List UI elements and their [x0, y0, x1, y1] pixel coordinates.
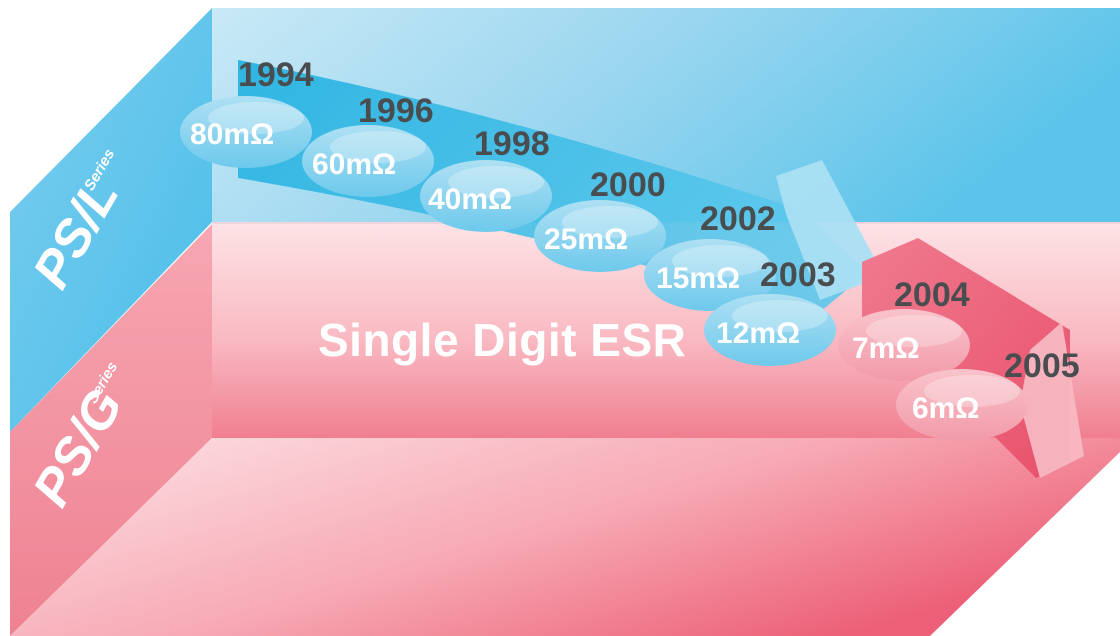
- psl-step-left-face: [10, 8, 212, 432]
- milestone-disc-highlight: [672, 245, 768, 277]
- milestone-disc: [644, 239, 776, 311]
- milestone-disc: [896, 369, 1028, 441]
- milestone-year: 2003: [760, 256, 836, 294]
- milestone-esr-value: 60mΩ: [312, 148, 396, 181]
- milestone-disc-highlight: [208, 102, 304, 134]
- psg-step-floor: [10, 438, 1120, 636]
- milestone-esr-value: 40mΩ: [428, 183, 512, 216]
- milestone-disc-highlight: [562, 206, 658, 238]
- milestone-1994: 80mΩ 1994: [180, 56, 314, 168]
- milestone-disc: [704, 294, 836, 366]
- milestone-year: 1998: [474, 125, 550, 163]
- milestone-2004: 7mΩ 2004: [838, 276, 970, 381]
- milestone-2000: 25mΩ 2000: [534, 166, 666, 272]
- milestone-year: 2004: [894, 276, 970, 314]
- milestone-2003: 12mΩ 2003: [704, 256, 836, 366]
- milestone-disc: [180, 96, 312, 168]
- milestone-esr-value: 6mΩ: [912, 392, 979, 425]
- milestone-2005: 6mΩ 2005: [896, 347, 1080, 441]
- milestone-disc: [838, 309, 970, 381]
- milestone-disc-highlight: [448, 166, 544, 198]
- milestone-year: 2002: [700, 200, 776, 238]
- psg-step-left-face: [10, 224, 212, 636]
- milestone-year: 2005: [1004, 347, 1080, 385]
- milestone-year: 2000: [590, 166, 666, 204]
- milestone-disc: [302, 125, 434, 197]
- milestone-disc-highlight: [732, 300, 828, 332]
- milestone-disc: [420, 160, 552, 232]
- single-digit-esr-banner: Single Digit ESR: [318, 314, 686, 366]
- milestone-esr-value: 80mΩ: [190, 118, 274, 151]
- milestone-disc-highlight: [924, 375, 1020, 407]
- milestone-esr-value: 25mΩ: [544, 223, 628, 256]
- milestone-esr-value: 7mΩ: [852, 332, 919, 365]
- milestone-disc-highlight: [866, 315, 962, 347]
- milestone-esr-value: 15mΩ: [656, 262, 740, 295]
- milestone-disc: [534, 200, 666, 272]
- psg-arrowhead: [1020, 322, 1084, 478]
- milestone-2002: 15mΩ 2002: [644, 200, 776, 311]
- psl-arrowhead: [776, 160, 884, 300]
- milestone-group: 80mΩ 1994 60mΩ 1996 40mΩ 1998 25mΩ 2000 15mΩ 2002…: [180, 56, 1080, 441]
- milestone-1996: 60mΩ 1996: [302, 92, 434, 197]
- milestone-esr-value: 12mΩ: [716, 317, 800, 350]
- milestone-disc-highlight: [330, 131, 426, 163]
- milestone-year: 1996: [358, 92, 434, 130]
- milestone-1998: 40mΩ 1998: [420, 125, 552, 232]
- milestone-year: 1994: [238, 56, 314, 94]
